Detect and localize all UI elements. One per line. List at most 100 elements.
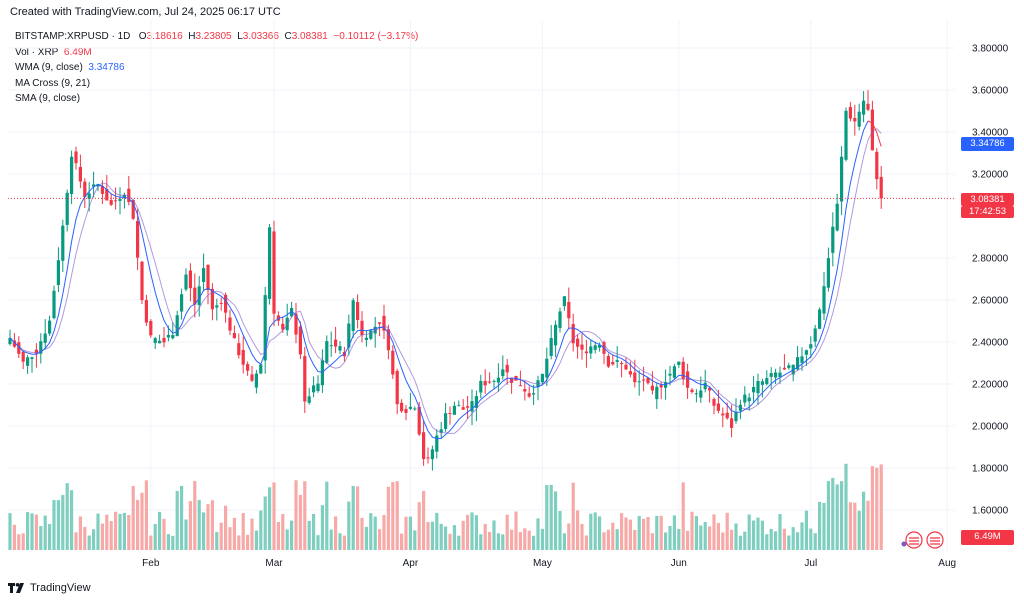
candle-body <box>576 338 580 347</box>
candle-body <box>650 385 654 391</box>
time-axis[interactable]: Feb Mar Apr May Jun Jul Aug <box>142 558 956 569</box>
candle-body <box>598 344 602 348</box>
volume-label[interactable]: Vol · XRP <box>15 46 59 58</box>
legend-volume-row[interactable]: Vol · XRP 6.49M <box>15 45 418 61</box>
candle-body <box>615 360 619 362</box>
volume-bar <box>853 502 857 550</box>
candle-body <box>180 294 184 312</box>
legend-sma-row[interactable]: SMA (9, close) <box>15 91 418 107</box>
candle-body <box>712 399 716 406</box>
volume-bar <box>8 513 12 550</box>
footer-brand[interactable]: TradingView <box>8 582 91 594</box>
volume-value: 6.49M <box>63 46 92 58</box>
symbol-label[interactable]: BITSTAMP:XRPUSD · 1D <box>15 31 131 42</box>
volume-bar <box>369 513 373 550</box>
candle-body <box>246 364 250 371</box>
volume-bar <box>584 535 588 550</box>
volume-bar <box>307 520 311 550</box>
volume-bar <box>263 496 267 550</box>
volume-bar <box>730 529 734 550</box>
volume-bar <box>769 528 773 550</box>
candle-body <box>796 357 800 370</box>
legend-macross-row[interactable]: MA Cross (9, 21) <box>15 76 418 92</box>
candle-body <box>501 369 505 377</box>
volume-bar <box>796 532 800 550</box>
candle-body <box>74 151 78 164</box>
candle-body <box>215 305 219 308</box>
candle-body <box>752 386 756 393</box>
candle-body <box>734 411 738 422</box>
close-label: C <box>284 31 292 42</box>
candle-body <box>672 366 676 378</box>
volume-bar <box>224 505 228 550</box>
volume-bar <box>620 513 624 550</box>
candle-body <box>268 227 272 299</box>
candle-body <box>496 377 500 383</box>
candle-body <box>589 346 593 354</box>
volume-bar <box>532 535 536 550</box>
low-label: L <box>237 31 243 42</box>
candle-body <box>694 393 698 395</box>
legend-ohlc-row[interactable]: BITSTAMP:XRPUSD · 1D O3.18616 H3.23805 L… <box>15 29 418 45</box>
volume-bar <box>461 520 465 550</box>
volume-bar <box>558 510 562 550</box>
volume-bar <box>320 505 324 550</box>
candle-body <box>378 322 382 324</box>
volume-bar <box>386 486 390 550</box>
legend-wma-row[interactable]: WMA (9, close) 3.34786 <box>15 60 418 76</box>
candle-body <box>677 361 681 365</box>
candle-body <box>259 364 263 374</box>
volume-bar <box>430 521 434 550</box>
volume-bar <box>96 513 100 550</box>
candle-body <box>624 364 628 370</box>
volume-bar <box>708 526 712 550</box>
volume-bar <box>219 522 223 550</box>
volume-bar <box>136 499 140 550</box>
volume-bar <box>862 491 866 550</box>
volume-bar <box>835 484 839 550</box>
sma-label[interactable]: SMA (9, close) <box>15 93 81 104</box>
candle-body <box>175 315 179 337</box>
event-markers[interactable] <box>901 531 944 549</box>
volume-bar <box>822 502 826 550</box>
volume-bar <box>606 529 610 550</box>
candle-body <box>545 358 549 378</box>
price-axis[interactable]: 3.80000 3.60000 3.40000 3.20000 2.80000 2.600… <box>972 44 1009 517</box>
candle-body <box>237 343 241 356</box>
candle-body <box>351 300 355 331</box>
candle-body <box>646 377 650 384</box>
volume-bar <box>844 463 848 550</box>
candle-body <box>312 385 316 393</box>
volume-bar <box>624 517 628 550</box>
volume-bar <box>787 535 791 550</box>
volume-bar <box>659 515 663 550</box>
open-label: O <box>138 31 147 42</box>
candle-body <box>470 401 474 412</box>
chart-legend: BITSTAMP:XRPUSD · 1D O3.18616 H3.23805 L… <box>15 29 418 107</box>
event-flag-icon[interactable] <box>926 531 944 549</box>
wma-label[interactable]: WMA (9, close) <box>15 62 83 73</box>
volume-bar <box>153 524 157 550</box>
volume-bar <box>105 514 109 550</box>
candle-body <box>263 295 267 361</box>
y-tick-label: 3.40000 <box>972 128 1009 139</box>
candle-body <box>457 405 461 407</box>
volume-bar <box>554 491 558 550</box>
candle-body <box>606 355 610 367</box>
volume-bar <box>681 482 685 550</box>
volume-bars <box>8 463 883 550</box>
volume-bar <box>228 527 232 550</box>
candle-body <box>144 300 148 323</box>
y-tick-label: 3.80000 <box>972 44 1009 55</box>
volume-bar <box>580 523 584 550</box>
volume-bar <box>642 518 646 550</box>
volume-bar <box>540 528 544 550</box>
volume-bar <box>237 535 241 550</box>
candle-body <box>857 111 861 127</box>
volume-bar <box>175 490 179 550</box>
y-tick-label: 1.80000 <box>972 464 1009 475</box>
event-flag-icon[interactable] <box>905 531 923 549</box>
candle-body <box>26 357 30 366</box>
macross-label[interactable]: MA Cross (9, 21) <box>15 77 91 89</box>
